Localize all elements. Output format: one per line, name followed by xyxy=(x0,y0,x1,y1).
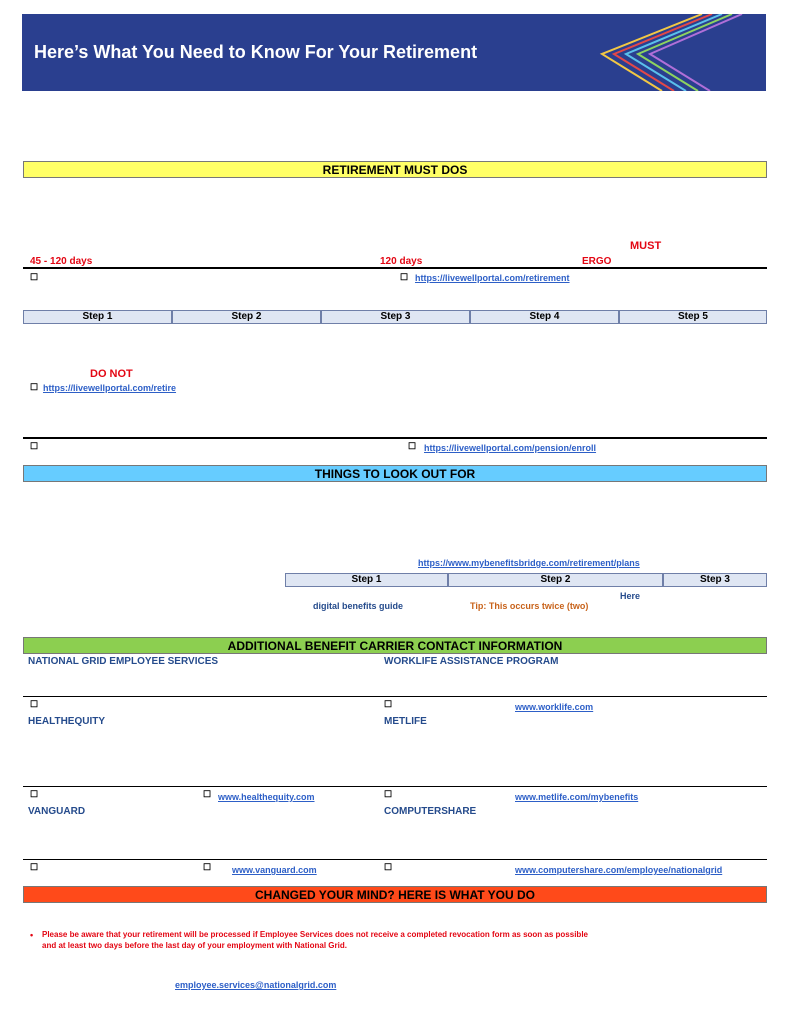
checkbox-icon: ☐ xyxy=(30,272,39,282)
step-3: Step 3 xyxy=(321,310,470,324)
section-must-dos: RETIREMENT MUST DOS xyxy=(23,161,767,178)
revocation-text-2: and at least two days before the last da… xyxy=(42,941,347,950)
checkbox-icon: ☐ xyxy=(400,272,409,282)
step-4: Step 4 xyxy=(470,310,619,324)
carrier-metlife: METLIFE xyxy=(384,716,427,727)
checkbox-icon: ☐ xyxy=(384,699,393,709)
tip-note: Tip: This occurs twice (two) xyxy=(470,601,589,611)
checkbox-icon: ☐ xyxy=(30,382,39,392)
benefits-bridge-link[interactable]: https://www.mybenefitsbridge.com/retirem… xyxy=(418,558,640,568)
pension-link[interactable]: https://livewellportal.com/pension/enrol… xyxy=(424,443,597,453)
employee-services-link[interactable]: employee.services@nationalgrid.com xyxy=(175,980,337,990)
divider xyxy=(23,437,767,439)
header-banner: Here’s What You Need to Know For Your Re… xyxy=(22,14,766,91)
carrier-worklife: WORKLIFE ASSISTANCE PROGRAM xyxy=(384,656,559,667)
decorative-lines-icon xyxy=(599,14,743,91)
healthequity-link[interactable]: www.healthequity.com xyxy=(218,792,315,802)
look-step-1: Step 1 xyxy=(285,573,448,587)
worklife-link[interactable]: www.worklife.com xyxy=(515,702,594,712)
divider xyxy=(23,786,767,787)
here-link[interactable]: Here xyxy=(620,591,641,601)
carrier-healthequity: HEALTHEQUITY xyxy=(28,716,106,727)
section-changed-mind: CHANGED YOUR MIND? HERE IS WHAT YOU DO xyxy=(23,886,767,903)
step-2: Step 2 xyxy=(172,310,321,324)
computershare-link[interactable]: www.computershare.com/employee/nationalg… xyxy=(515,865,723,875)
do-not-label: DO NOT xyxy=(90,368,133,380)
guide-note: digital benefits guide xyxy=(313,601,404,611)
carrier-vanguard: VANGUARD xyxy=(28,806,86,817)
checkbox-icon: ☐ xyxy=(30,441,39,451)
ergo-label: ERGO xyxy=(582,256,612,267)
step-1: Step 1 xyxy=(23,310,172,324)
divider xyxy=(23,859,767,860)
divider xyxy=(23,267,767,269)
checkbox-icon: ☐ xyxy=(203,862,212,872)
checkbox-icon: ☐ xyxy=(384,789,393,799)
page-title: Here’s What You Need to Know For Your Re… xyxy=(34,42,478,62)
retirement-portal-link[interactable]: https://livewellportal.com/retirement xyxy=(415,273,570,283)
carrier-national-grid: NATIONAL GRID EMPLOYEE SERVICES xyxy=(28,656,219,667)
revocation-text-1: Please be aware that your retirement wil… xyxy=(42,930,588,939)
carrier-computershare: COMPUTERSHARE xyxy=(384,806,477,817)
vanguard-link[interactable]: www.vanguard.com xyxy=(232,865,317,875)
checkbox-icon: ☐ xyxy=(408,441,417,451)
checkbox-icon: ☐ xyxy=(30,862,39,872)
section-carriers: ADDITIONAL BENEFIT CARRIER CONTACT INFOR… xyxy=(23,637,767,654)
look-step-2: Step 2 xyxy=(448,573,663,587)
bullet-icon: • xyxy=(30,930,34,940)
retire-link[interactable]: https://livewellportal.com/retire xyxy=(43,383,177,393)
checkbox-icon: ☐ xyxy=(30,789,39,799)
metlife-link[interactable]: www.metlife.com/mybenefits xyxy=(515,792,639,802)
must-label: MUST xyxy=(630,240,662,252)
checkbox-icon: ☐ xyxy=(384,862,393,872)
section-look-out: THINGS TO LOOK OUT FOR xyxy=(23,465,767,482)
days-range-label: 45 - 120 days xyxy=(30,256,93,267)
days-120-label: 120 days xyxy=(380,256,423,267)
checkbox-icon: ☐ xyxy=(30,699,39,709)
checkbox-icon: ☐ xyxy=(203,789,212,799)
step-5: Step 5 xyxy=(619,310,767,324)
look-step-3: Step 3 xyxy=(663,573,767,587)
divider xyxy=(23,696,767,697)
